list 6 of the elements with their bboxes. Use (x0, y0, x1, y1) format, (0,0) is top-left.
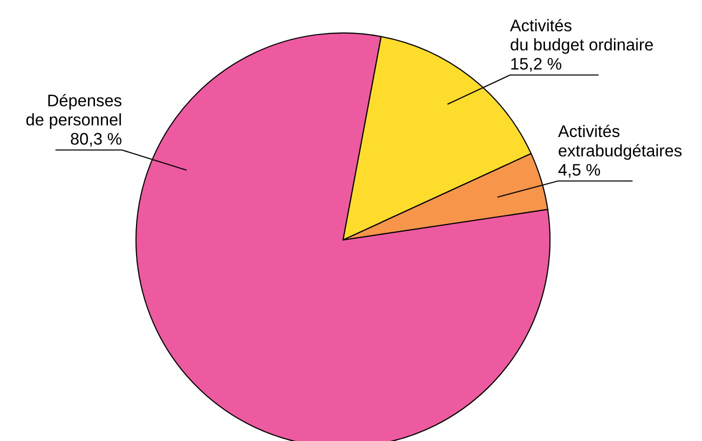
slice-label: Activités extrabudgétaires (558, 124, 682, 160)
data-label: 4,5 % (558, 164, 600, 178)
data-label: 80,3 % (70, 132, 122, 147)
slice-label: Dépenses de personnel (26, 94, 122, 129)
data-label: 15,2 % (511, 58, 562, 72)
slice-label: Activités du budget ordinaire (510, 18, 653, 54)
